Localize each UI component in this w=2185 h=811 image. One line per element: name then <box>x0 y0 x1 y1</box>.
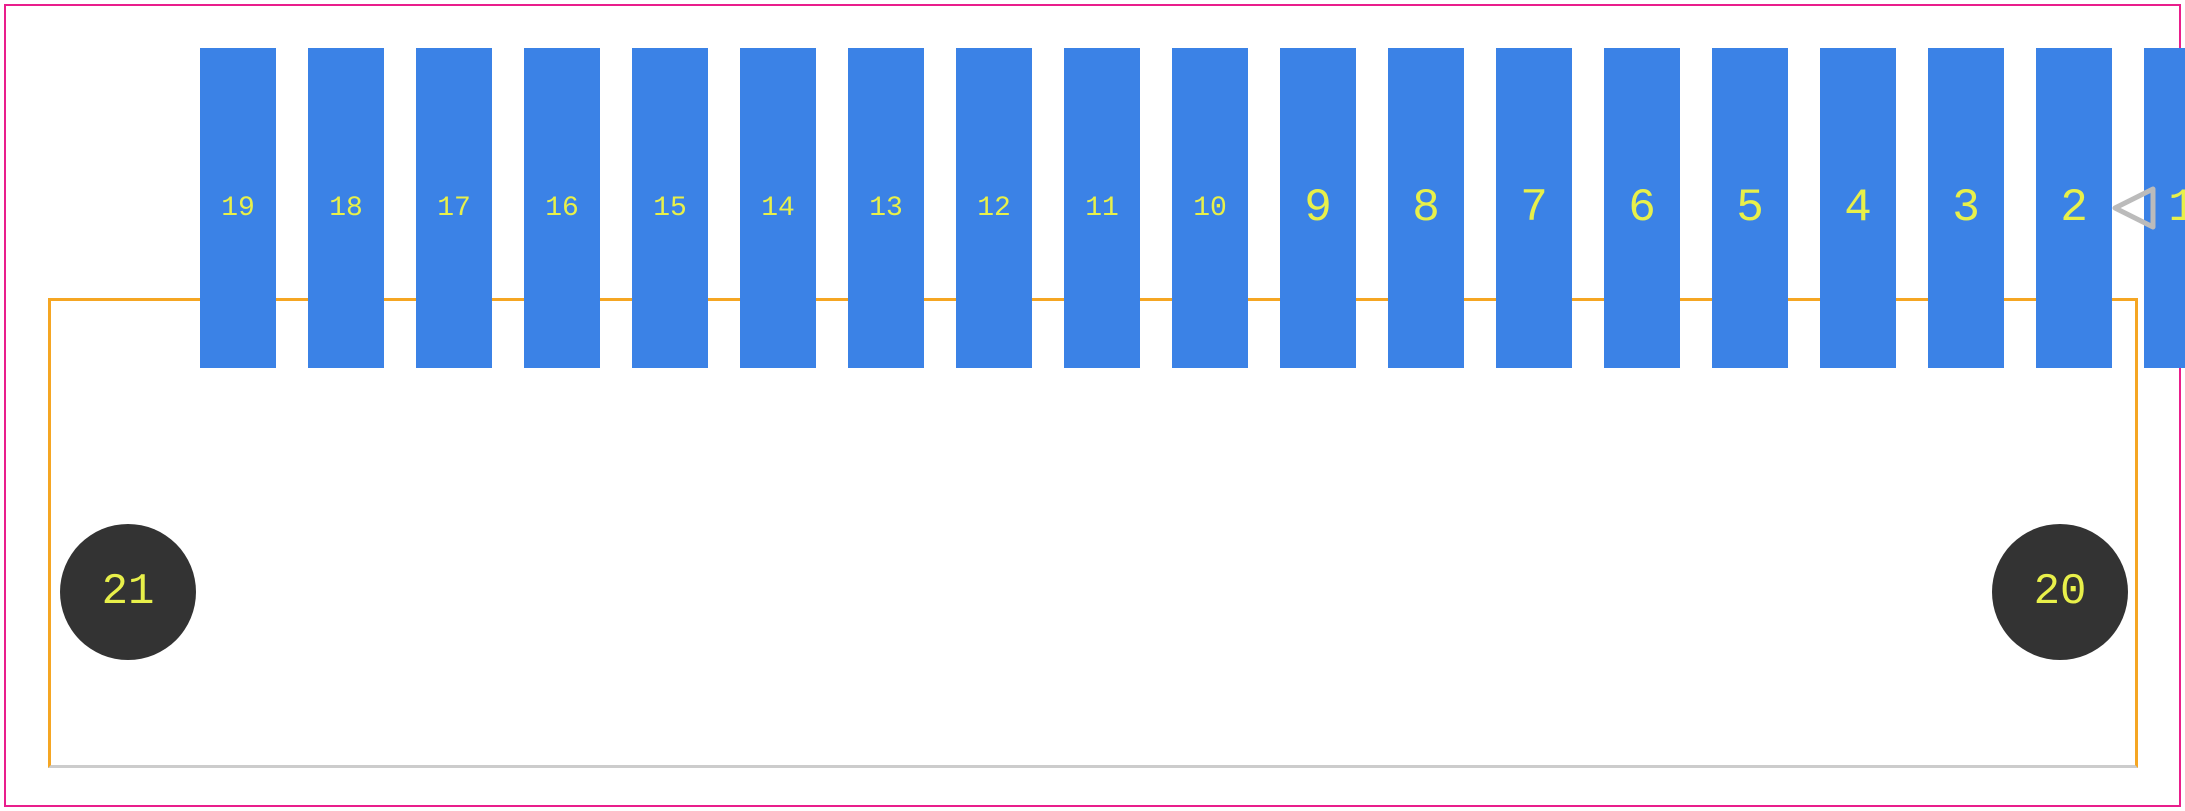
pin-9: 9 <box>1280 48 1356 368</box>
pin-4: 4 <box>1820 48 1896 368</box>
pin-label: 7 <box>1520 182 1548 234</box>
pin-label: 5 <box>1736 182 1764 234</box>
pin-label: 19 <box>221 193 255 224</box>
pin-16: 16 <box>524 48 600 368</box>
pin-7: 7 <box>1496 48 1572 368</box>
pin-10: 10 <box>1172 48 1248 368</box>
pin-17: 17 <box>416 48 492 368</box>
mounting-hole-21: 21 <box>60 524 196 660</box>
pin-2: 2 <box>2036 48 2112 368</box>
pin-label: 11 <box>1085 193 1119 224</box>
pin-5: 5 <box>1712 48 1788 368</box>
hole-label: 21 <box>102 567 155 617</box>
pin-label: 16 <box>545 193 579 224</box>
pin-label: 15 <box>653 193 687 224</box>
pin-label: 6 <box>1628 182 1656 234</box>
pin-label: 8 <box>1412 182 1440 234</box>
pin-12: 12 <box>956 48 1032 368</box>
component-body-outline <box>48 298 2138 768</box>
pin-3: 3 <box>1928 48 2004 368</box>
pin-19: 19 <box>200 48 276 368</box>
hole-label: 20 <box>2034 567 2087 617</box>
pin-label: 18 <box>329 193 363 224</box>
pin-label: 3 <box>1952 182 1980 234</box>
mounting-hole-20: 20 <box>1992 524 2128 660</box>
pin-13: 13 <box>848 48 924 368</box>
pin-label: 1 <box>2168 182 2185 234</box>
pin-18: 18 <box>308 48 384 368</box>
pin-label: 2 <box>2060 182 2088 234</box>
pin-label: 10 <box>1193 193 1227 224</box>
pin-15: 15 <box>632 48 708 368</box>
pin-6: 6 <box>1604 48 1680 368</box>
pin-label: 12 <box>977 193 1011 224</box>
pin-label: 17 <box>437 193 471 224</box>
pin-8: 8 <box>1388 48 1464 368</box>
pin-label: 9 <box>1304 182 1332 234</box>
pin-14: 14 <box>740 48 816 368</box>
pin-label: 14 <box>761 193 795 224</box>
pin-label: 13 <box>869 193 903 224</box>
pin-11: 11 <box>1064 48 1140 368</box>
pin-label: 4 <box>1844 182 1872 234</box>
